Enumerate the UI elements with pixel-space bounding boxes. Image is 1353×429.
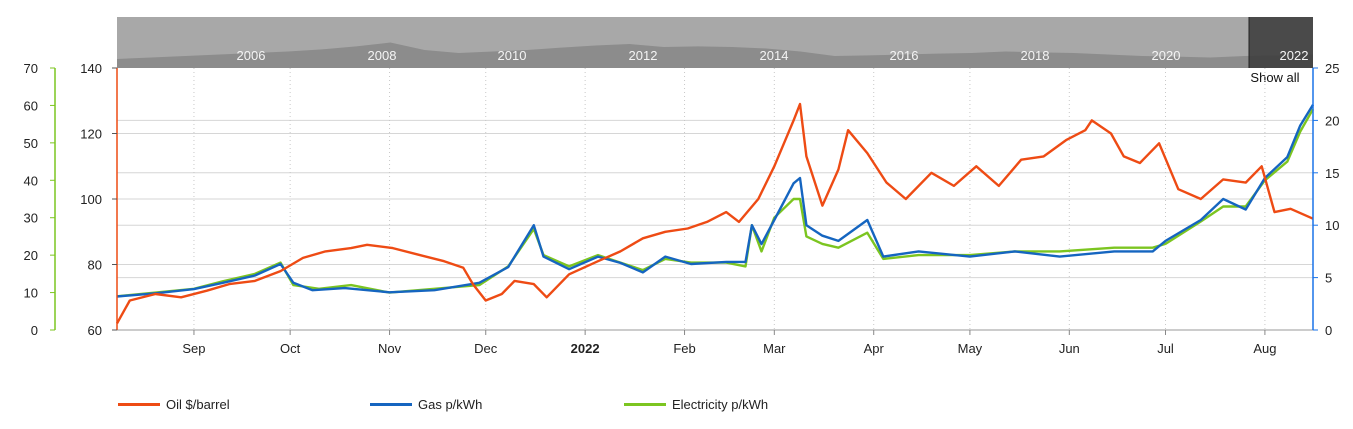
gas-axis-tick-label: 20	[1325, 113, 1339, 128]
navigator-year-label: 2018	[1021, 48, 1050, 63]
oil-axis-tick-label: 100	[80, 192, 102, 207]
x-axis-tick-label: Jun	[1059, 341, 1080, 356]
gas-axis-tick-label: 15	[1325, 166, 1339, 181]
series-line-electricity[interactable]	[116, 108, 1315, 298]
legend-item-oil[interactable]: Oil $/barrel	[118, 397, 230, 412]
navigator-history-area	[117, 42, 1313, 68]
gas-axis-tick-label: 5	[1325, 271, 1332, 286]
electricity-axis-tick-label: 70	[24, 61, 38, 76]
oil-axis-tick-label: 80	[88, 258, 102, 273]
x-axis-tick-label: Oct	[280, 341, 301, 356]
gas-axis-tick-label: 25	[1325, 61, 1339, 76]
show-all-link[interactable]: Show all	[1250, 70, 1299, 85]
legend-item-gas[interactable]: Gas p/kWh	[370, 397, 482, 412]
oil-axis-tick-label: 60	[88, 323, 102, 338]
x-axis-tick-label: May	[958, 341, 983, 356]
x-axis-tick-label: Feb	[673, 341, 695, 356]
electricity-axis-tick-label: 0	[31, 323, 38, 338]
navigator-year-label: 2010	[498, 48, 527, 63]
navigator-year-label: 2020	[1152, 48, 1181, 63]
electricity-axis-tick-label: 40	[24, 173, 38, 188]
x-axis-tick-label: Mar	[763, 341, 786, 356]
gas-axis-tick-label: 0	[1325, 323, 1332, 338]
oil-axis-tick-label: 120	[80, 127, 102, 142]
legend-label-gas: Gas p/kWh	[418, 397, 483, 412]
x-axis-tick-label: Sep	[182, 341, 205, 356]
x-axis-tick-label: Nov	[378, 341, 402, 356]
oil-swatch	[118, 403, 160, 406]
navigator-year-label: 2022	[1280, 48, 1309, 63]
price-chart: 2006 2008 2010 2012 2014 2016 2018 2020 2022Show…	[24, 17, 1339, 356]
x-axis-tick-label: 2022	[571, 341, 600, 356]
electricity-axis-tick-label: 50	[24, 136, 38, 151]
x-axis-tick-label: Dec	[474, 341, 498, 356]
series-line-oil[interactable]	[115, 102, 1314, 324]
x-axis-tick-label: Apr	[864, 341, 885, 356]
legend-label-oil: Oil $/barrel	[166, 397, 230, 412]
navigator-selection-window[interactable]	[1249, 17, 1313, 68]
navigator-year-label: 2014	[760, 48, 789, 63]
series-line-gas[interactable]	[116, 104, 1315, 298]
legend-label-electricity: Electricity p/kWh	[672, 397, 769, 412]
electricity-swatch	[624, 403, 666, 406]
navigator-year-label: 2008	[368, 48, 397, 63]
navigator-year-label: 2016	[890, 48, 919, 63]
electricity-axis-tick-label: 30	[24, 211, 38, 226]
navigator-year-label: 2006	[237, 48, 266, 63]
electricity-axis-tick-label: 60	[24, 98, 38, 113]
oil-axis-tick-label: 140	[80, 61, 102, 76]
navigator-year-label: 2012	[629, 48, 658, 63]
gas-swatch	[370, 403, 412, 406]
x-axis-tick-label: Aug	[1253, 341, 1276, 356]
legend-item-electricity[interactable]: Electricity p/kWh	[624, 397, 768, 412]
electricity-axis-tick-label: 10	[24, 286, 38, 301]
x-axis-tick-label: Jul	[1157, 341, 1174, 356]
gas-axis-tick-label: 10	[1325, 218, 1339, 233]
electricity-axis-tick-label: 20	[24, 248, 38, 263]
